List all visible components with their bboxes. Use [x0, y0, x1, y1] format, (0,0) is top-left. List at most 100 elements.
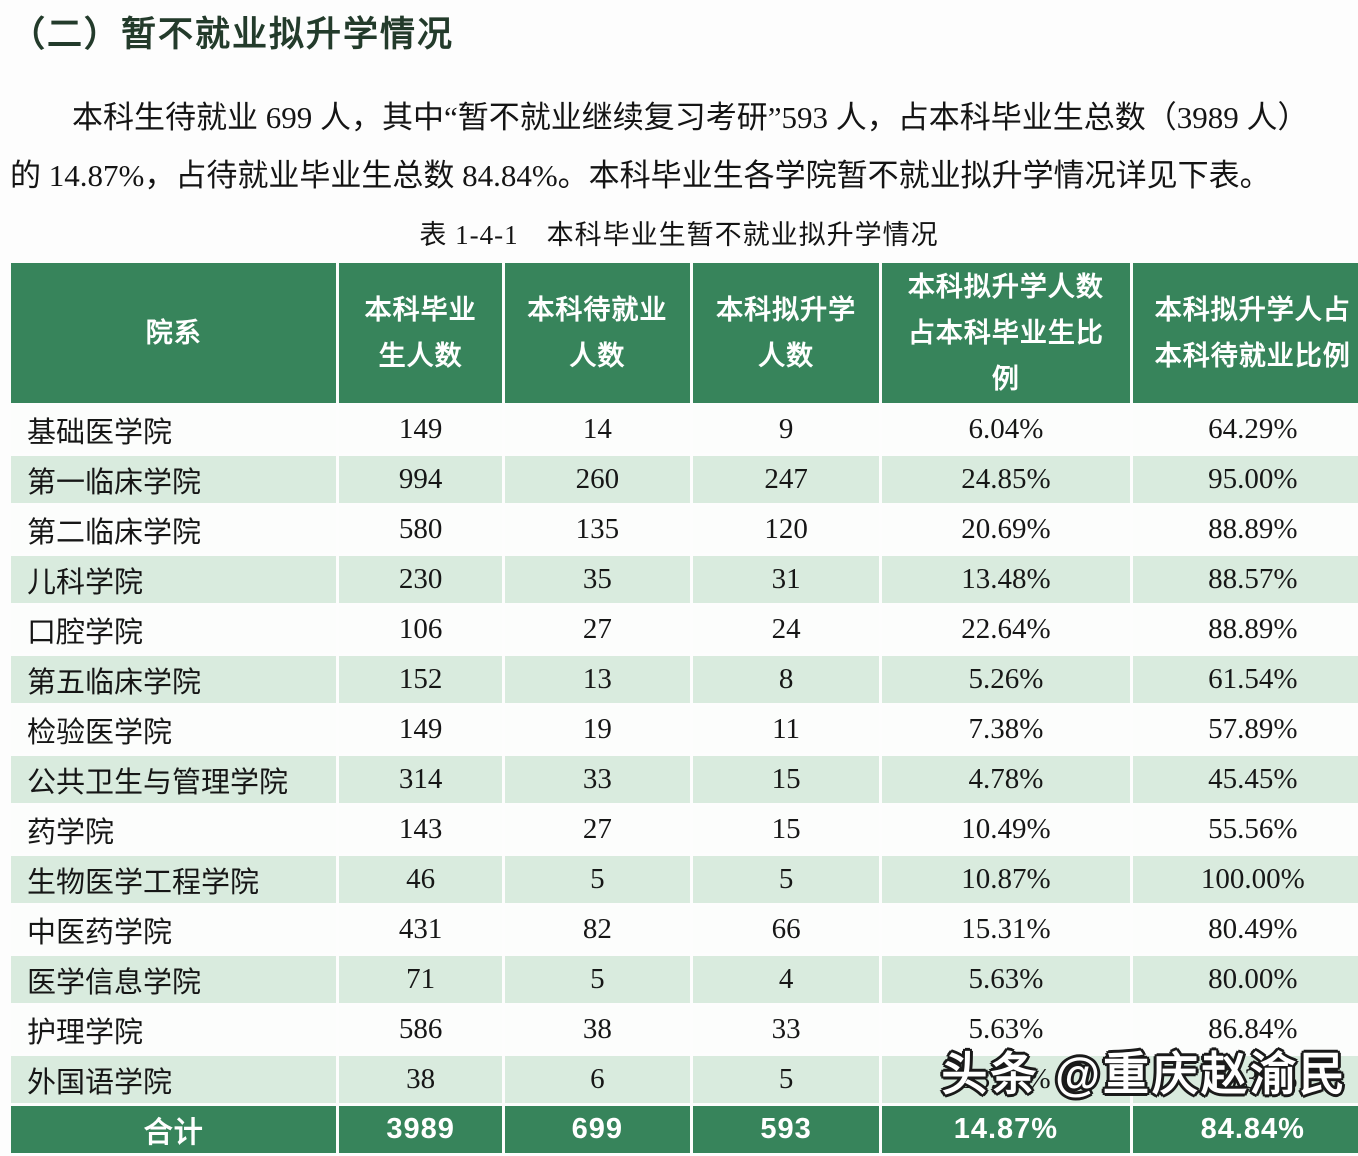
- column-header-6: 本科拟升学人占 本科待就业比例: [1132, 263, 1358, 403]
- table-cell: 260: [504, 456, 690, 503]
- table-cell: 13: [504, 656, 690, 703]
- row-label: 外国语学院: [11, 1056, 337, 1103]
- table-footer: 合计 3989 699 593 14.87% 84.84%: [11, 1106, 1358, 1153]
- row-label: 儿科学院: [11, 556, 337, 603]
- table-row: 护理学院 586 38 33 5.63% 86.84%: [11, 1006, 1358, 1053]
- table-cell: 10.87%: [882, 856, 1130, 903]
- column-header-1: 院系: [11, 263, 337, 403]
- table-cell: 9: [692, 406, 880, 453]
- table-cell: 24.85%: [882, 456, 1130, 503]
- table-cell: 33: [504, 756, 690, 803]
- table-row: 药学院 143 27 15 10.49% 55.56%: [11, 806, 1358, 853]
- table-row: 中医药学院 431 82 66 15.31% 80.49%: [11, 906, 1358, 953]
- table-cell: 55.56%: [1132, 806, 1358, 853]
- enrollment-table: 院系 本科毕业 生人数 本科待就业 人数 本科拟升学 人数 本科拟升学人数 占本科毕业生…: [8, 260, 1358, 1156]
- table-cell: 66: [692, 906, 880, 953]
- table-cell: 8: [692, 656, 880, 703]
- table-cell: 22.64%: [882, 606, 1130, 653]
- total-cell: 84.84%: [1132, 1106, 1358, 1153]
- table-cell: 95.00%: [1132, 456, 1358, 503]
- table-cell: 5: [692, 1056, 880, 1103]
- table-cell: 61.54%: [1132, 656, 1358, 703]
- row-label: 检验医学院: [11, 706, 337, 753]
- table-cell: 86.84%: [1132, 1006, 1358, 1053]
- total-cell: 699: [504, 1106, 690, 1153]
- table-cell: 80.00%: [1132, 956, 1358, 1003]
- table-cell: 27: [504, 806, 690, 853]
- table-cell: 71: [339, 956, 502, 1003]
- table-cell: 152: [339, 656, 502, 703]
- table-cell: 6.04%: [882, 406, 1130, 453]
- paragraph-line-2: 的 14.87%，占待就业毕业生总数 84.84%。本科毕业生各学院暂不就业拟升…: [10, 158, 1271, 193]
- row-label: 口腔学院: [11, 606, 337, 653]
- table-cell: 120: [692, 506, 880, 553]
- table-body: 基础医学院 149 14 9 6.04% 64.29% 第一临床学院 994 260 247 24.…: [11, 406, 1358, 1103]
- table-cell: 230: [339, 556, 502, 603]
- row-label: 护理学院: [11, 1006, 337, 1053]
- paragraph-line-1: 本科生待就业 699 人，其中“暂不就业继续复习考研”593 人，占本科毕业生总…: [72, 100, 1309, 135]
- table-cell: 31: [692, 556, 880, 603]
- total-cell: 14.87%: [882, 1106, 1130, 1153]
- table-cell: 4: [692, 956, 880, 1003]
- table-caption: 表 1-4-1 本科毕业生暂不就业拟升学情况: [419, 220, 939, 250]
- table-cell: 82: [504, 906, 690, 953]
- table-cell: 15: [692, 756, 880, 803]
- table-cell: 57.89%: [1132, 706, 1358, 753]
- table-cell: 88.89%: [1132, 506, 1358, 553]
- table-cell: 5.63%: [882, 956, 1130, 1003]
- table-cell: 143: [339, 806, 502, 853]
- table-cell: 586: [339, 1006, 502, 1053]
- table-row: 基础医学院 149 14 9 6.04% 64.29%: [11, 406, 1358, 453]
- table-cell: 45.45%: [1132, 756, 1358, 803]
- table-row: 外国语学院 38 6 5 13.16% 83.33%: [11, 1056, 1358, 1103]
- table-cell: 14: [504, 406, 690, 453]
- table-row: 口腔学院 106 27 24 22.64% 88.89%: [11, 606, 1358, 653]
- table-total-row: 合计 3989 699 593 14.87% 84.84%: [11, 1106, 1358, 1153]
- table-row: 第五临床学院 152 13 8 5.26% 61.54%: [11, 656, 1358, 703]
- table-cell: 5: [692, 856, 880, 903]
- table-cell: 13.48%: [882, 556, 1130, 603]
- watermark: 头条 @重庆赵渝民: [941, 1048, 1348, 1100]
- row-label: 公共卫生与管理学院: [11, 756, 337, 803]
- table-cell: 7.38%: [882, 706, 1130, 753]
- column-header-5: 本科拟升学人数 占本科毕业生比 例: [882, 263, 1130, 403]
- table-cell: 149: [339, 406, 502, 453]
- table-cell: 431: [339, 906, 502, 953]
- table-cell: 35: [504, 556, 690, 603]
- table-cell: 135: [504, 506, 690, 553]
- table-row: 第二临床学院 580 135 120 20.69% 88.89%: [11, 506, 1358, 553]
- section-heading: （二）暂不就业拟升学情况: [10, 15, 455, 54]
- column-header-4: 本科拟升学 人数: [692, 263, 880, 403]
- table-cell: 994: [339, 456, 502, 503]
- total-cell: 593: [692, 1106, 880, 1153]
- table-cell: 80.49%: [1132, 906, 1358, 953]
- row-label: 第一临床学院: [11, 456, 337, 503]
- table-cell: 149: [339, 706, 502, 753]
- column-header-2: 本科毕业 生人数: [339, 263, 502, 403]
- table-cell: 580: [339, 506, 502, 553]
- table-cell: 5: [504, 856, 690, 903]
- table-cell: 11: [692, 706, 880, 753]
- table-cell: 6: [504, 1056, 690, 1103]
- total-label: 合计: [11, 1106, 337, 1153]
- table-cell: 13.16%: [882, 1056, 1130, 1103]
- table-row: 儿科学院 230 35 31 13.48% 88.57%: [11, 556, 1358, 603]
- table-cell: 247: [692, 456, 880, 503]
- table-cell: 46: [339, 856, 502, 903]
- table-cell: 24: [692, 606, 880, 653]
- row-label: 第二临床学院: [11, 506, 337, 553]
- table-cell: 38: [504, 1006, 690, 1053]
- table-cell: 15: [692, 806, 880, 853]
- table-row: 检验医学院 149 19 11 7.38% 57.89%: [11, 706, 1358, 753]
- table-cell: 10.49%: [882, 806, 1130, 853]
- table-cell: 83.33%: [1132, 1056, 1358, 1103]
- table-cell: 88.89%: [1132, 606, 1358, 653]
- table-row: 第一临床学院 994 260 247 24.85% 95.00%: [11, 456, 1358, 503]
- table-cell: 27: [504, 606, 690, 653]
- row-label: 第五临床学院: [11, 656, 337, 703]
- table-cell: 15.31%: [882, 906, 1130, 953]
- table-cell: 4.78%: [882, 756, 1130, 803]
- table-cell: 19: [504, 706, 690, 753]
- row-label: 生物医学工程学院: [11, 856, 337, 903]
- intro-paragraph: 本科生待就业 699 人，其中“暂不就业继续复习考研”593 人，占本科毕业生总…: [0, 89, 1358, 205]
